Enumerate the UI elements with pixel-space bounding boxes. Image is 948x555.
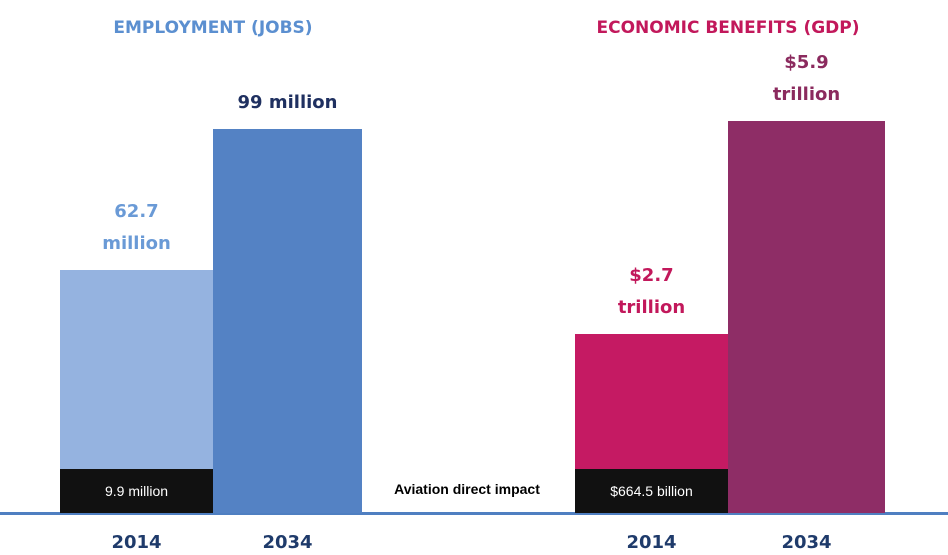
value-label: 99 million [237,92,338,113]
baseline [0,512,948,515]
x-tick-label: 2014 [626,532,677,553]
direct-impact-label: 9.9 million [104,483,169,499]
annotation: Aviation direct impact [394,481,540,497]
value-label: $5.9 trillion [772,52,841,105]
bar [213,129,362,513]
chart-title: EMPLOYMENT (JOBS) [113,18,313,38]
direct-impact-bar: $664.5 billion [575,468,728,513]
value-label: 62.7 million [102,200,171,254]
x-tick-label: 2034 [262,532,313,553]
direct-impact-label: $664.5 billion [610,482,693,499]
x-tick-label: 2014 [111,532,162,553]
direct-impact-bar: 9.9 million [60,469,213,513]
value-label: $2.7 trillion [617,264,686,318]
bar [728,121,885,513]
x-tick-label: 2034 [781,532,832,553]
chart-title: ECONOMIC BENEFITS (GDP) [596,18,860,38]
